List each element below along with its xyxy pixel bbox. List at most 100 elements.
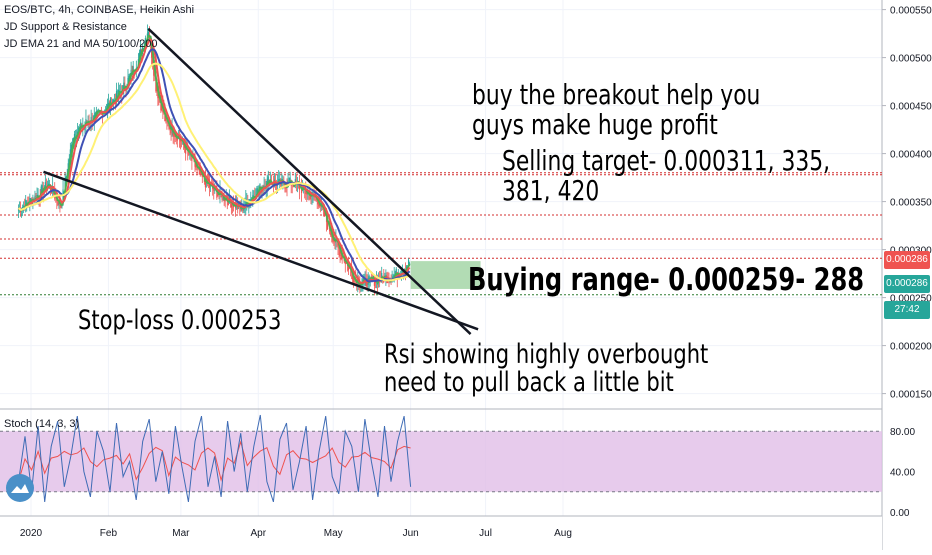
- candle-body: [263, 185, 265, 189]
- candle-body: [160, 98, 162, 111]
- trendline: [43, 170, 479, 331]
- candle-body: [395, 268, 397, 276]
- candle-body: [267, 176, 269, 184]
- buy-zone: [410, 261, 481, 289]
- candle-body: [90, 116, 92, 124]
- candle-body: [171, 125, 173, 131]
- y-tick-label: 0.000250: [890, 294, 932, 305]
- ma100-line: [17, 48, 411, 283]
- candle-body: [60, 203, 62, 209]
- ma50-line: [17, 38, 411, 284]
- candle-body: [245, 198, 247, 207]
- candle-body: [107, 102, 110, 108]
- symbol-legend[interactable]: EOS/BTC, 4h, COINBASE, Heikin Ashi: [4, 4, 195, 16]
- x-tick-label: May: [324, 528, 343, 539]
- ma200-line: [17, 62, 411, 282]
- candle-body: [199, 167, 201, 175]
- annotation-buying-range: Buying range- 0.000259- 288: [468, 262, 865, 298]
- candle-body: [41, 185, 43, 192]
- candle-body: [335, 237, 337, 241]
- x-tick-label: Apr: [251, 528, 267, 539]
- stoch-y-tick-label: 0.00: [890, 508, 910, 519]
- candle-body: [353, 274, 355, 283]
- y-tick-label: 0.000550: [890, 6, 932, 17]
- line-price-tag: 0.000286: [884, 275, 930, 293]
- candle-body: [326, 217, 329, 229]
- candle-body: [26, 202, 28, 205]
- candle-body: [237, 204, 239, 210]
- candle-body: [305, 188, 307, 194]
- candle-body: [368, 276, 370, 282]
- candle-body: [279, 178, 281, 182]
- candle-body: [185, 145, 187, 154]
- trendline: [147, 27, 472, 335]
- candle-body: [256, 188, 258, 198]
- y-tick-label: 0.000200: [890, 342, 932, 353]
- candle-body: [409, 263, 411, 265]
- candle-body: [216, 188, 218, 198]
- candle-body: [170, 127, 172, 134]
- candle-body: [407, 260, 410, 268]
- x-tick-label: Mar: [172, 528, 190, 539]
- stoch-y-tick-label: 80.00: [890, 427, 915, 438]
- candle-body: [230, 200, 233, 208]
- candle-body: [80, 122, 82, 129]
- candle-body: [310, 195, 312, 197]
- indicator-legend-support[interactable]: JD Support & Resistance: [4, 21, 127, 33]
- indicator-legend-ema[interactable]: JD EMA 21 and MA 50/100/200: [4, 38, 158, 50]
- annotation-stop-loss: Stop-loss 0.000253: [78, 305, 282, 336]
- candle-body: [113, 100, 116, 103]
- candle-body: [289, 177, 291, 183]
- stoch-band: [0, 431, 882, 492]
- stoch-d-line: [18, 440, 411, 482]
- y-tick-label: 0.000350: [890, 198, 932, 209]
- candle-body: [54, 191, 56, 199]
- candle-body: [381, 273, 383, 281]
- candle-body: [17, 209, 20, 211]
- candle-body: [347, 263, 350, 271]
- candle-body: [115, 91, 118, 102]
- candle-body: [147, 31, 149, 38]
- stoch-y-tick-label: 40.00: [890, 468, 915, 479]
- candle-body: [44, 182, 46, 191]
- candle-body: [57, 198, 59, 205]
- countdown-tag: 27:42: [884, 301, 930, 319]
- x-tick-label: Aug: [554, 528, 572, 539]
- candle-body: [30, 198, 32, 201]
- candle-body: [204, 178, 207, 188]
- candle-body: [298, 183, 301, 190]
- time-axis-bg: [0, 516, 882, 550]
- candle-body: [366, 281, 368, 288]
- candle-body: [246, 201, 248, 203]
- candle-body: [123, 82, 125, 90]
- annotation-breakout-line2: guys make huge profit: [472, 108, 718, 141]
- candle-body: [23, 205, 25, 209]
- candle-body: [213, 186, 215, 191]
- ema21-line: [17, 34, 411, 286]
- last-price-tag: 0.000286: [884, 251, 930, 269]
- annotation-rsi-line1: Rsi showing highly overbought: [384, 339, 709, 370]
- x-tick-label: Feb: [100, 528, 118, 539]
- y-tick-label: 0.000400: [890, 150, 932, 161]
- annotation-breakout-line1: buy the breakout help you: [472, 78, 761, 111]
- annotation-selling-target-line2: 381, 420: [502, 174, 600, 207]
- candle-body: [48, 184, 51, 186]
- y-tick-label: 0.000450: [890, 102, 932, 113]
- candle-body: [62, 189, 64, 206]
- x-tick-label: 2020: [20, 528, 43, 539]
- stoch-k-line: [18, 414, 412, 503]
- candle-body: [374, 281, 377, 283]
- stoch-legend: Stoch (14, 3, 3): [4, 418, 79, 430]
- tradingview-logo[interactable]: [6, 474, 34, 502]
- candle-body: [300, 186, 303, 194]
- x-tick-label: Jul: [479, 528, 492, 539]
- x-tick-label: Jun: [403, 528, 419, 539]
- candle-body: [101, 111, 104, 117]
- y-tick-label: 0.000150: [890, 390, 932, 401]
- annotation-selling-target-line1: Selling target- 0.000311, 335,: [502, 144, 831, 177]
- candle-body: [144, 38, 146, 47]
- candle-body: [191, 154, 193, 161]
- candle-body: [173, 131, 175, 137]
